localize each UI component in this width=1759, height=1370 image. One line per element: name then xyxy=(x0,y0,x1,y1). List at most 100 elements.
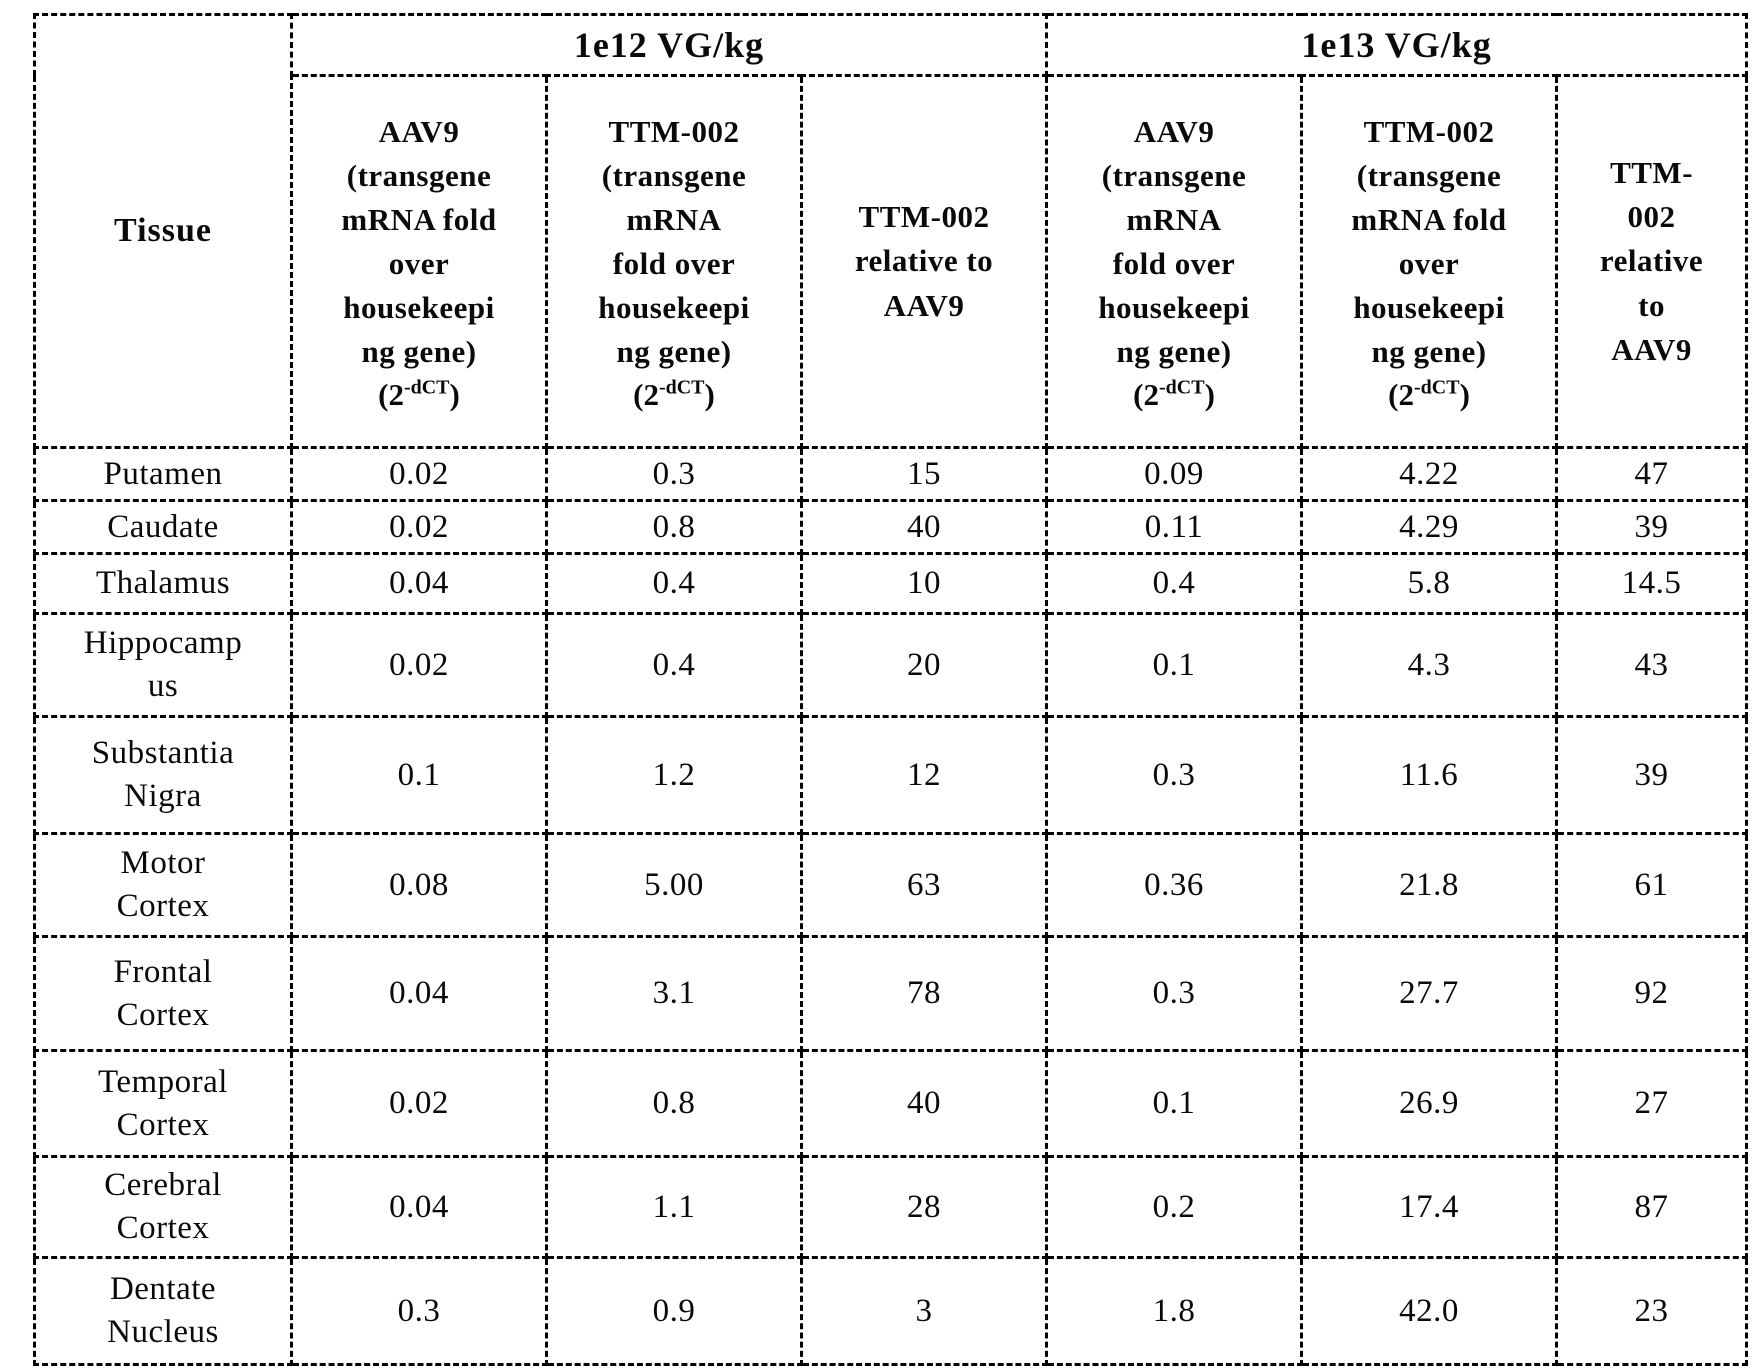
value-cell: 0.02 xyxy=(290,499,548,555)
value-cell: 0.02 xyxy=(290,1049,548,1158)
table-row: Cerebral Cortex 0.04 1.1 28 0.2 17.4 87 xyxy=(33,1155,1749,1259)
value-cell: 11.6 xyxy=(1300,715,1559,835)
value-cell: 0.04 xyxy=(290,1155,548,1259)
column-header-formula: (2-dCT) xyxy=(552,376,796,413)
column-header-ttm002-1e12: TTM-002 (transgene mRNA fold over housek… xyxy=(545,74,803,449)
table-row: Dentate Nucleus 0.3 0.9 3 1.8 42.0 23 xyxy=(33,1256,1749,1366)
tissue-cell: Caudate xyxy=(33,499,293,555)
dose-group-header-1e13: 1e13 VG/kg xyxy=(1045,13,1749,77)
corner-header-tissue: Tissue xyxy=(33,13,293,449)
value-cell: 63 xyxy=(799,832,1049,938)
value-cell: 78 xyxy=(799,935,1049,1052)
formula-open: (2 xyxy=(1388,376,1414,412)
tissue-cell: Motor Cortex xyxy=(33,832,293,938)
value-cell: 27.7 xyxy=(1300,935,1559,1052)
value-cell: 0.3 xyxy=(545,446,803,502)
value-cell: 40 xyxy=(799,499,1049,555)
value-cell: 1.1 xyxy=(545,1155,803,1259)
value-cell: 3 xyxy=(799,1256,1049,1366)
value-cell: 3.1 xyxy=(545,935,803,1052)
value-cell: 20 xyxy=(799,612,1049,718)
tissue-expression-table: Tissue 1e12 VG/kg 1e13 VG/kg AAV9 (trans… xyxy=(33,13,1749,1366)
column-header-text: TTM-002 relative to AAV9 xyxy=(854,199,994,323)
column-header-formula: (2-dCT) xyxy=(1307,376,1551,413)
column-header-text: AAV9 (transgene mRNA fold over housekeep… xyxy=(1098,113,1250,369)
value-cell: 27 xyxy=(1555,1049,1749,1158)
value-cell: 4.3 xyxy=(1300,612,1559,718)
formula-open: (2 xyxy=(1133,376,1159,412)
value-cell: 0.3 xyxy=(1045,935,1304,1052)
formula-open: (2 xyxy=(633,376,659,412)
value-cell: 5.00 xyxy=(545,832,803,938)
column-header-text: TTM-002 (transgene mRNA fold over housek… xyxy=(598,113,750,369)
column-header-ratio-1e13: TTM- 002 relative to AAV9 xyxy=(1555,74,1749,449)
value-cell: 0.04 xyxy=(290,935,548,1052)
column-header-ttm002-1e13: TTM-002 (transgene mRNA fold over housek… xyxy=(1300,74,1559,449)
value-cell: 0.2 xyxy=(1045,1155,1304,1259)
value-cell: 42.0 xyxy=(1300,1256,1559,1366)
formula-open: (2 xyxy=(378,376,404,412)
table-row: Thalamus 0.04 0.4 10 0.4 5.8 14.5 xyxy=(33,552,1749,615)
value-cell: 61 xyxy=(1555,832,1749,938)
value-cell: 0.3 xyxy=(290,1256,548,1366)
value-cell: 14.5 xyxy=(1555,552,1749,615)
value-cell: 5.8 xyxy=(1300,552,1559,615)
value-cell: 23 xyxy=(1555,1256,1749,1366)
column-header-ratio-1e12: TTM-002 relative to AAV9 xyxy=(799,74,1049,449)
value-cell: 28 xyxy=(799,1155,1049,1259)
formula-close: ) xyxy=(704,376,715,412)
value-cell: 26.9 xyxy=(1300,1049,1559,1158)
value-cell: 87 xyxy=(1555,1155,1749,1259)
column-header-aav9-1e12: AAV9 (transgene mRNA fold over housekeep… xyxy=(290,74,548,449)
column-header-text: TTM-002 (transgene mRNA fold over housek… xyxy=(1351,113,1507,369)
value-cell: 0.36 xyxy=(1045,832,1304,938)
table-row: Substantia Nigra 0.1 1.2 12 0.3 11.6 39 xyxy=(33,715,1749,835)
value-cell: 39 xyxy=(1555,715,1749,835)
table-row: Hippocamp us 0.02 0.4 20 0.1 4.3 43 xyxy=(33,612,1749,718)
column-header-text: TTM- 002 relative to AAV9 xyxy=(1599,155,1704,367)
value-cell: 0.1 xyxy=(290,715,548,835)
value-cell: 0.4 xyxy=(1045,552,1304,615)
value-cell: 0.02 xyxy=(290,612,548,718)
value-cell: 43 xyxy=(1555,612,1749,718)
value-cell: 4.29 xyxy=(1300,499,1559,555)
value-cell: 0.9 xyxy=(545,1256,803,1366)
value-cell: 0.11 xyxy=(1045,499,1304,555)
table-row: Temporal Cortex 0.02 0.8 40 0.1 26.9 27 xyxy=(33,1049,1749,1158)
table-row: Putamen 0.02 0.3 15 0.09 4.22 47 xyxy=(33,446,1749,502)
dose-group-header-1e12: 1e12 VG/kg xyxy=(289,13,1049,77)
value-cell: 4.22 xyxy=(1300,446,1559,502)
formula-close: ) xyxy=(449,376,460,412)
tissue-cell: Putamen xyxy=(33,446,293,502)
value-cell: 15 xyxy=(799,446,1049,502)
tissue-cell: Temporal Cortex xyxy=(33,1049,293,1158)
value-cell: 0.4 xyxy=(545,612,803,718)
value-cell: 0.4 xyxy=(545,552,803,615)
table-row: Caudate 0.02 0.8 40 0.11 4.29 39 xyxy=(33,499,1749,555)
formula-exponent: -dCT xyxy=(658,376,705,399)
formula-exponent: -dCT xyxy=(403,376,450,399)
tissue-cell: Thalamus xyxy=(33,552,293,615)
tissue-cell: Substantia Nigra xyxy=(33,715,293,835)
value-cell: 47 xyxy=(1555,446,1749,502)
value-cell: 1.8 xyxy=(1045,1256,1304,1366)
value-cell: 40 xyxy=(799,1049,1049,1158)
value-cell: 0.8 xyxy=(545,499,803,555)
value-cell: 0.3 xyxy=(1045,715,1304,835)
tissue-cell: Dentate Nucleus xyxy=(33,1256,293,1366)
value-cell: 39 xyxy=(1555,499,1749,555)
value-cell: 21.8 xyxy=(1300,832,1559,938)
value-cell: 0.8 xyxy=(545,1049,803,1158)
value-cell: 1.2 xyxy=(545,715,803,835)
tissue-cell: Cerebral Cortex xyxy=(33,1155,293,1259)
value-cell: 0.04 xyxy=(290,552,548,615)
value-cell: 12 xyxy=(799,715,1049,835)
formula-exponent: -dCT xyxy=(1158,376,1205,399)
tissue-cell: Frontal Cortex xyxy=(33,935,293,1052)
value-cell: 0.08 xyxy=(290,832,548,938)
column-header-formula: (2-dCT) xyxy=(297,376,541,413)
value-cell: 10 xyxy=(799,552,1049,615)
value-cell: 17.4 xyxy=(1300,1155,1559,1259)
value-cell: 0.09 xyxy=(1045,446,1304,502)
column-header-formula: (2-dCT) xyxy=(1052,376,1296,413)
